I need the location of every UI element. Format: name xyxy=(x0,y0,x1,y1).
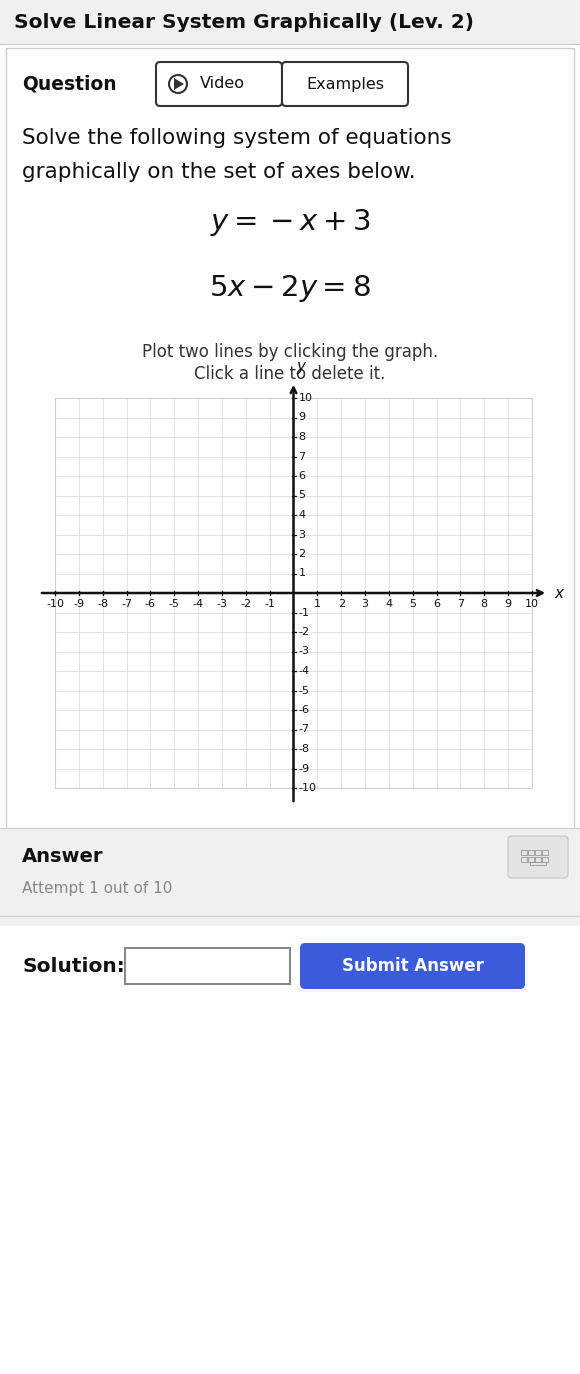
Text: Solve the following system of equations: Solve the following system of equations xyxy=(22,128,452,148)
Text: -2: -2 xyxy=(240,599,251,609)
Text: -5: -5 xyxy=(169,599,180,609)
Text: graphically on the set of axes below.: graphically on the set of axes below. xyxy=(22,162,416,181)
Text: $y = -x + 3$: $y = -x + 3$ xyxy=(209,207,371,239)
FancyBboxPatch shape xyxy=(156,62,282,106)
Text: 4: 4 xyxy=(299,510,306,519)
Text: 2: 2 xyxy=(338,599,345,609)
Text: $x$: $x$ xyxy=(554,585,566,600)
Text: Solution:: Solution: xyxy=(22,956,125,976)
Text: -7: -7 xyxy=(299,724,310,735)
Text: $5x - 2y = 8$: $5x - 2y = 8$ xyxy=(209,272,371,304)
Text: 7: 7 xyxy=(299,452,306,462)
Text: 1: 1 xyxy=(314,599,321,609)
Text: 3: 3 xyxy=(299,529,306,540)
Text: 10: 10 xyxy=(299,393,313,403)
Text: Examples: Examples xyxy=(306,77,384,92)
Text: -10: -10 xyxy=(46,599,64,609)
FancyBboxPatch shape xyxy=(300,943,525,989)
FancyBboxPatch shape xyxy=(528,857,534,861)
Text: -9: -9 xyxy=(299,764,310,774)
Text: 3: 3 xyxy=(361,599,368,609)
Text: Attempt 1 out of 10: Attempt 1 out of 10 xyxy=(22,881,172,896)
Text: 8: 8 xyxy=(299,431,306,442)
FancyBboxPatch shape xyxy=(535,851,541,855)
Text: Solve Linear System Graphically (Lev. 2): Solve Linear System Graphically (Lev. 2) xyxy=(14,12,474,32)
Text: Click a line to delete it.: Click a line to delete it. xyxy=(194,365,386,383)
Text: -9: -9 xyxy=(73,599,85,609)
FancyBboxPatch shape xyxy=(55,398,532,789)
Text: 4: 4 xyxy=(385,599,393,609)
Text: Video: Video xyxy=(200,77,245,92)
Text: Question: Question xyxy=(22,74,117,93)
Text: 2: 2 xyxy=(299,550,306,559)
Text: -1: -1 xyxy=(299,607,310,617)
Text: 10: 10 xyxy=(525,599,539,609)
FancyBboxPatch shape xyxy=(521,857,527,861)
Text: -10: -10 xyxy=(299,783,317,793)
Text: Submit Answer: Submit Answer xyxy=(342,958,484,976)
Text: -3: -3 xyxy=(216,599,227,609)
Text: 5: 5 xyxy=(409,599,416,609)
Text: 5: 5 xyxy=(299,491,306,500)
Text: -4: -4 xyxy=(193,599,204,609)
Polygon shape xyxy=(174,78,184,91)
Text: -6: -6 xyxy=(299,705,310,714)
FancyBboxPatch shape xyxy=(535,857,541,861)
Text: 6: 6 xyxy=(433,599,440,609)
Text: -8: -8 xyxy=(299,743,310,754)
FancyBboxPatch shape xyxy=(530,861,546,866)
FancyBboxPatch shape xyxy=(521,851,527,855)
Text: Plot two lines by clicking the graph.: Plot two lines by clicking the graph. xyxy=(142,344,438,361)
FancyBboxPatch shape xyxy=(0,829,580,998)
Text: -7: -7 xyxy=(121,599,132,609)
FancyBboxPatch shape xyxy=(542,857,548,861)
FancyBboxPatch shape xyxy=(6,48,574,870)
Text: -4: -4 xyxy=(299,666,310,676)
Text: -3: -3 xyxy=(299,647,310,657)
Text: 1: 1 xyxy=(299,569,306,578)
FancyBboxPatch shape xyxy=(282,62,408,106)
FancyBboxPatch shape xyxy=(508,835,568,878)
Text: Answer: Answer xyxy=(22,846,103,866)
Text: 9: 9 xyxy=(299,412,306,422)
Text: -8: -8 xyxy=(97,599,108,609)
FancyBboxPatch shape xyxy=(0,0,580,44)
Text: 6: 6 xyxy=(299,471,306,481)
Text: 8: 8 xyxy=(481,599,488,609)
Text: $y$: $y$ xyxy=(296,360,308,376)
Text: -5: -5 xyxy=(299,686,310,695)
Text: -6: -6 xyxy=(145,599,156,609)
Text: -1: -1 xyxy=(264,599,275,609)
Text: -2: -2 xyxy=(299,627,310,638)
FancyBboxPatch shape xyxy=(542,851,548,855)
FancyBboxPatch shape xyxy=(0,926,580,1006)
FancyBboxPatch shape xyxy=(125,948,290,984)
Text: 9: 9 xyxy=(505,599,512,609)
Text: 7: 7 xyxy=(457,599,464,609)
FancyBboxPatch shape xyxy=(528,851,534,855)
